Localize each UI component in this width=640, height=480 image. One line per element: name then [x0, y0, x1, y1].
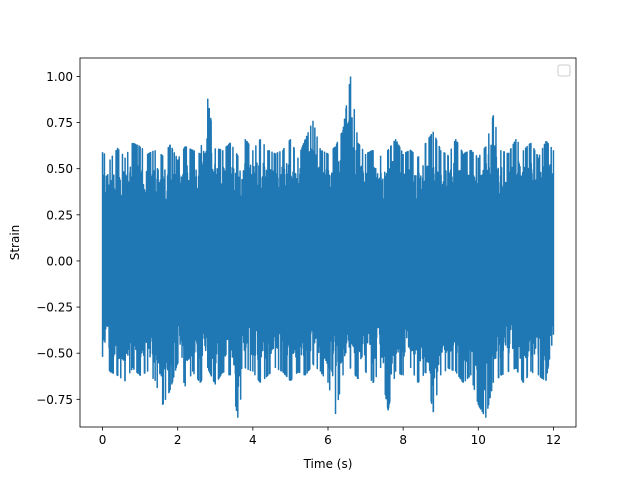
x-tick-label: 4 [249, 433, 257, 447]
legend-box [557, 64, 571, 77]
y-tick-label: 0.50 [46, 162, 73, 176]
x-axis: 0 2 4 6 8 10 12 [99, 427, 561, 447]
x-tick-label: 6 [324, 433, 332, 447]
series-layer [101, 76, 555, 418]
y-tick-label: 1.00 [46, 70, 73, 84]
y-axis-label: Strain [8, 225, 22, 261]
y-tick-label: −0.25 [36, 301, 73, 315]
y-axis: −0.75 −0.50 −0.25 0.00 0.25 0.50 0.75 1.00 [36, 70, 80, 407]
x-axis-label: Time (s) [303, 457, 353, 471]
y-tick-label: 0.00 [46, 254, 73, 268]
y-tick-label: −0.75 [36, 393, 73, 407]
y-tick-label: −0.50 [36, 347, 73, 361]
x-tick-label: 2 [174, 433, 182, 447]
y-tick-label: 0.25 [46, 208, 73, 222]
strain-series-line [101, 76, 555, 418]
y-tick-label: 0.75 [46, 116, 73, 130]
x-tick-label: 10 [471, 433, 486, 447]
x-tick-label: 8 [399, 433, 407, 447]
x-tick-label: 12 [546, 433, 561, 447]
x-tick-label: 0 [99, 433, 107, 447]
